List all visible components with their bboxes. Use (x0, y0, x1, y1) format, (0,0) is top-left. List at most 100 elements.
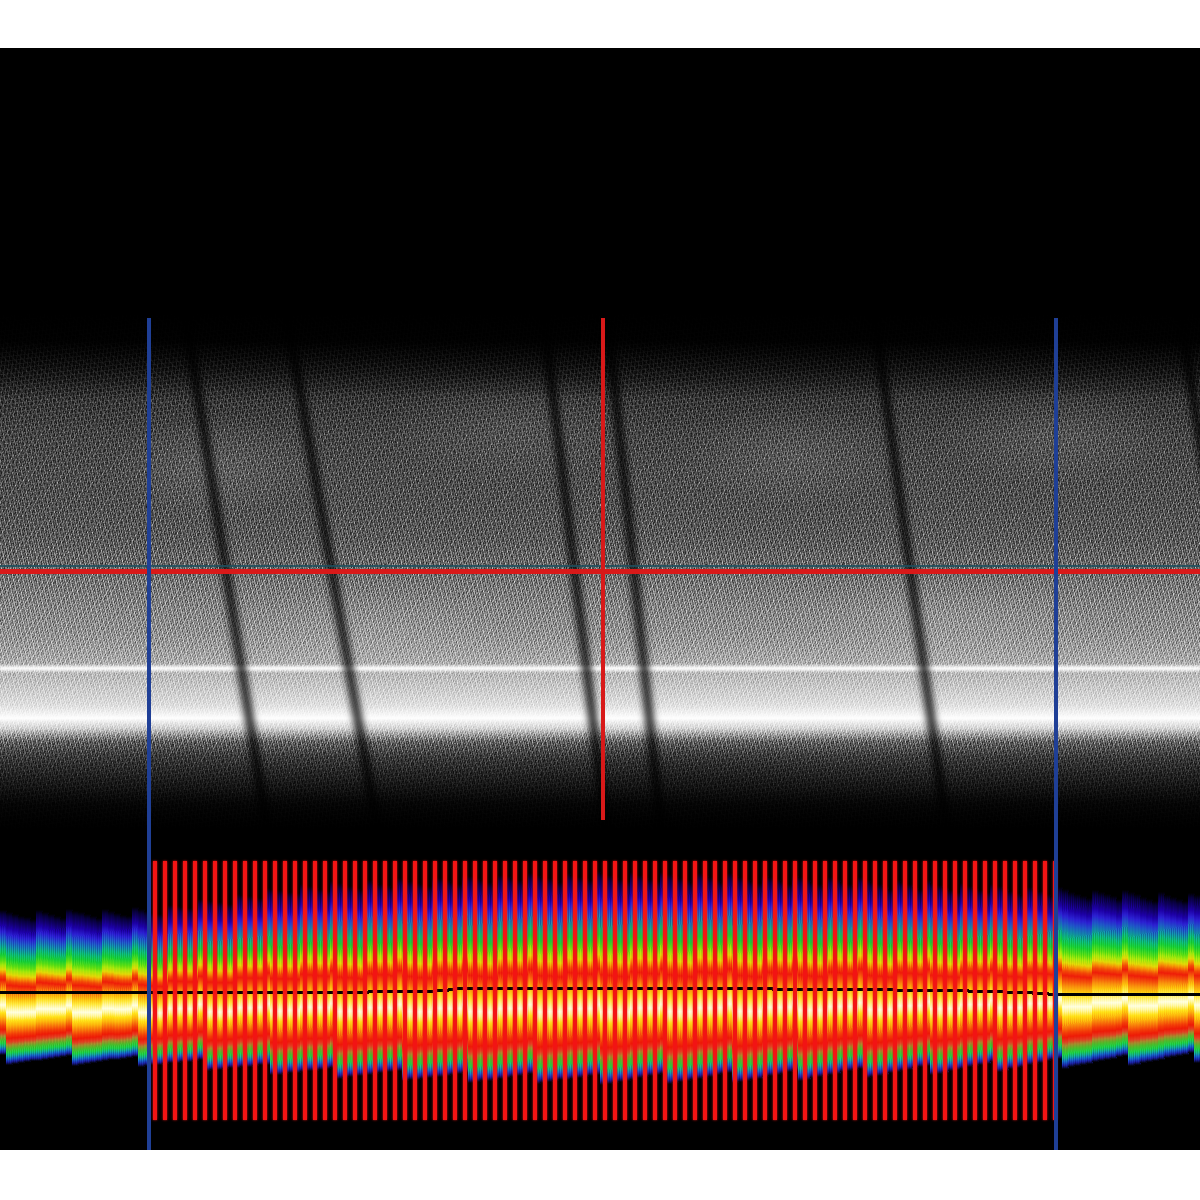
aline-tick[interactable] (673, 861, 677, 1120)
aline-tick[interactable] (443, 861, 447, 1120)
aline-tick[interactable] (313, 861, 317, 1120)
aline-tick[interactable] (753, 861, 757, 1120)
aline-tick[interactable] (853, 861, 857, 1120)
longitudinal-bscan-panel[interactable] (0, 310, 1200, 830)
aline-tick[interactable] (683, 861, 687, 1120)
aline-tick[interactable] (773, 861, 777, 1120)
aline-tick[interactable] (183, 861, 187, 1120)
interface-trace-segment (700, 987, 705, 990)
aline-tick[interactable] (653, 861, 657, 1120)
interface-trace-segment (536, 987, 541, 990)
aline-tick[interactable] (763, 861, 767, 1120)
aline-tick[interactable] (873, 861, 877, 1120)
aline-tick[interactable] (423, 861, 427, 1120)
aline-tick[interactable] (783, 861, 787, 1120)
aline-tick[interactable] (253, 861, 257, 1120)
aline-tick[interactable] (923, 861, 927, 1120)
aline-tick[interactable] (833, 861, 837, 1120)
doppler-spectral-panel[interactable] (0, 838, 1200, 1150)
aline-tick[interactable] (303, 861, 307, 1120)
interface-trace-segment (1080, 993, 1085, 996)
aline-tick[interactable] (193, 861, 197, 1120)
aline-tick[interactable] (623, 861, 627, 1120)
aline-tick[interactable] (943, 861, 947, 1120)
aline-tick[interactable] (1013, 861, 1017, 1120)
aline-tick[interactable] (533, 861, 537, 1120)
aline-tick[interactable] (893, 861, 897, 1120)
aline-tick[interactable] (793, 861, 797, 1120)
aline-tick[interactable] (733, 861, 737, 1120)
aline-tick[interactable] (583, 861, 587, 1120)
aline-tick[interactable] (163, 861, 167, 1120)
aline-tick[interactable] (1043, 861, 1047, 1120)
aline-tick[interactable] (953, 861, 957, 1120)
aline-tick[interactable] (413, 861, 417, 1120)
spectral-column (318, 838, 325, 1150)
aline-tick[interactable] (363, 861, 367, 1120)
aline-tick[interactable] (803, 861, 807, 1120)
interface-trace-segment (268, 991, 273, 994)
aline-tick[interactable] (433, 861, 437, 1120)
aline-tick[interactable] (903, 861, 907, 1120)
aline-tick[interactable] (523, 861, 527, 1120)
aline-tick[interactable] (593, 861, 597, 1120)
aline-tick[interactable] (813, 861, 817, 1120)
aline-tick[interactable] (553, 861, 557, 1120)
aline-tick[interactable] (403, 861, 407, 1120)
aline-tick[interactable] (603, 861, 607, 1120)
aline-tick[interactable] (383, 861, 387, 1120)
aline-tick[interactable] (483, 861, 487, 1120)
aline-tick[interactable] (1023, 861, 1027, 1120)
aline-tick[interactable] (453, 861, 457, 1120)
aline-tick[interactable] (993, 861, 997, 1120)
aline-tick[interactable] (693, 861, 697, 1120)
aline-tick[interactable] (973, 861, 977, 1120)
aline-tick[interactable] (173, 861, 177, 1120)
aline-tick[interactable] (713, 861, 717, 1120)
aline-tick[interactable] (963, 861, 967, 1120)
aline-tick[interactable] (643, 861, 647, 1120)
aline-tick[interactable] (293, 861, 297, 1120)
aline-tick[interactable] (983, 861, 987, 1120)
aline-tick[interactable] (393, 861, 397, 1120)
aline-tick[interactable] (323, 861, 327, 1120)
aline-tick[interactable] (1053, 861, 1057, 1120)
aline-tick[interactable] (503, 861, 507, 1120)
aline-tick[interactable] (233, 861, 237, 1120)
scan-canvas[interactable] (0, 48, 1200, 1150)
aline-tick[interactable] (633, 861, 637, 1120)
aline-tick[interactable] (563, 861, 567, 1120)
aline-tick[interactable] (743, 861, 747, 1120)
aline-tick[interactable] (933, 861, 937, 1120)
aline-tick[interactable] (1003, 861, 1007, 1120)
aline-tick[interactable] (573, 861, 577, 1120)
spectral-column (756, 838, 763, 1150)
aline-tick[interactable] (343, 861, 347, 1120)
aline-tick[interactable] (843, 861, 847, 1120)
aline-tick[interactable] (203, 861, 207, 1120)
aline-tick[interactable] (283, 861, 287, 1120)
aline-tick[interactable] (243, 861, 247, 1120)
aline-tick[interactable] (473, 861, 477, 1120)
aline-tick[interactable] (863, 861, 867, 1120)
aline-tick[interactable] (333, 861, 337, 1120)
aline-tick[interactable] (273, 861, 277, 1120)
aline-tick[interactable] (723, 861, 727, 1120)
aline-tick[interactable] (513, 861, 517, 1120)
aline-tick[interactable] (263, 861, 267, 1120)
aline-tick[interactable] (613, 861, 617, 1120)
aline-tick[interactable] (223, 861, 227, 1120)
aline-tick[interactable] (823, 861, 827, 1120)
aline-tick[interactable] (543, 861, 547, 1120)
aline-tick[interactable] (703, 861, 707, 1120)
aline-tick[interactable] (663, 861, 667, 1120)
aline-tick[interactable] (353, 861, 357, 1120)
aline-tick[interactable] (213, 861, 217, 1120)
aline-tick[interactable] (1033, 861, 1037, 1120)
aline-tick[interactable] (463, 861, 467, 1120)
aline-tick[interactable] (373, 861, 377, 1120)
aline-tick[interactable] (493, 861, 497, 1120)
aline-tick[interactable] (153, 861, 157, 1120)
aline-tick[interactable] (913, 861, 917, 1120)
aline-tick[interactable] (883, 861, 887, 1120)
